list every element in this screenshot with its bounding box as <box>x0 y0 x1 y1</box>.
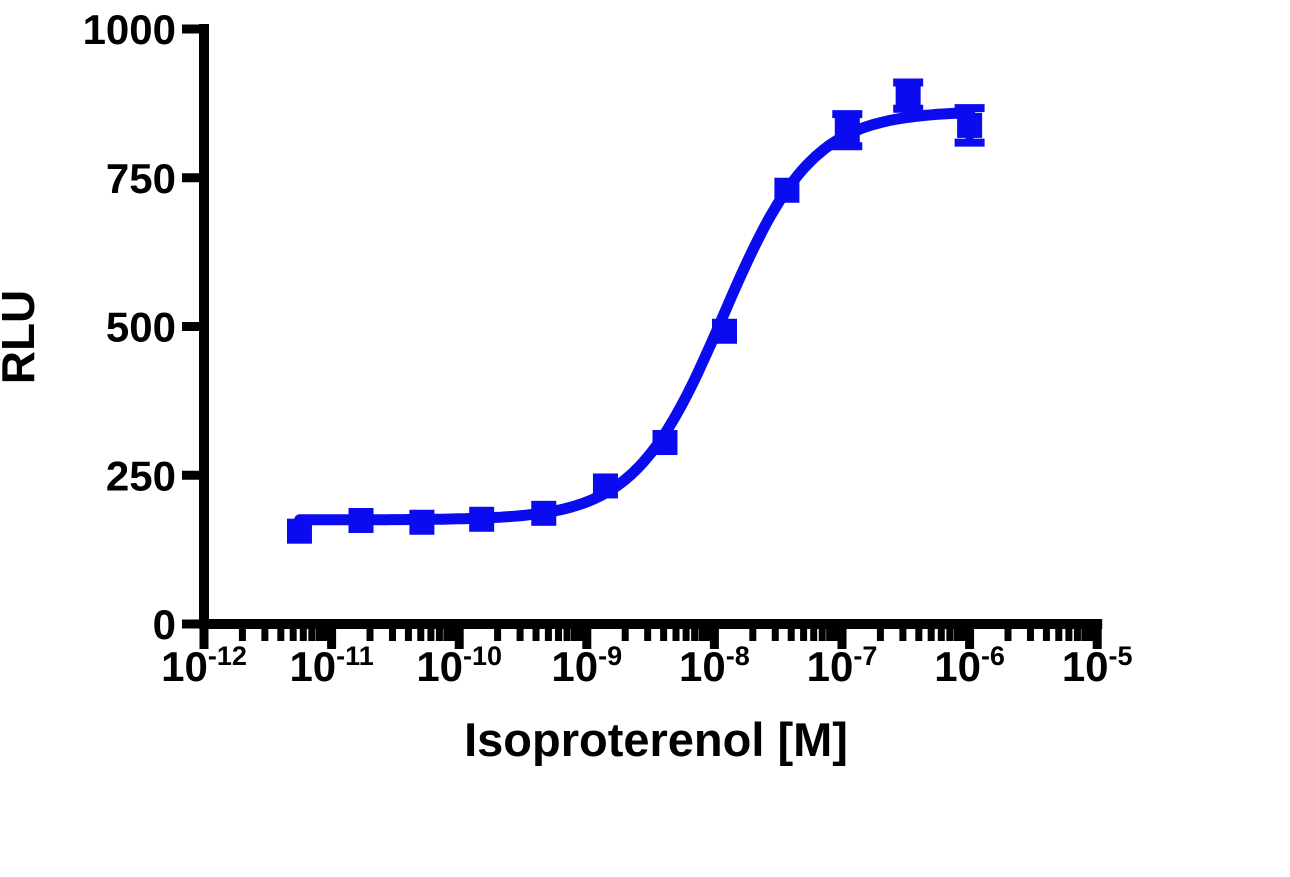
x-tick-label: 10-6 <box>934 641 1005 690</box>
x-tick-label: 10-9 <box>551 641 622 690</box>
y-tick-label: 750 <box>106 155 176 202</box>
data-point-marker <box>957 112 983 138</box>
x-tick-label: 10-5 <box>1062 641 1133 690</box>
fit-curve-group <box>294 107 976 526</box>
data-point-marker <box>409 509 435 535</box>
data-point-marker <box>286 518 312 544</box>
data-point-marker <box>834 117 860 143</box>
y-axis-title: RLU <box>0 290 44 385</box>
data-point-marker <box>774 177 800 203</box>
y-tick-label: 0 <box>153 601 176 648</box>
y-tick-label: 250 <box>106 452 176 499</box>
data-point-marker <box>652 430 678 456</box>
data-point-marker <box>895 83 921 109</box>
data-point-marker <box>531 500 557 526</box>
x-axis-title: Isoproterenol [M] <box>464 713 848 766</box>
y-axis-ticks: 0 250 500 750 1000 <box>83 6 205 648</box>
data-point-marker <box>712 318 738 344</box>
x-axis-ticks: 10-12 10-11 10-10 10-9 10-8 10-7 10-6 10-5 <box>161 624 1133 690</box>
fit-curve <box>294 107 976 526</box>
y-tick-label: 1000 <box>83 6 176 53</box>
x-tick-label: 10-7 <box>807 641 878 690</box>
data-point-marker <box>348 507 374 533</box>
x-tick-label: 10-10 <box>416 641 502 690</box>
data-point-marker <box>592 473 618 499</box>
data-point-marker <box>469 506 495 532</box>
x-tick-label: 10-11 <box>289 641 373 690</box>
data-point-markers <box>286 83 983 544</box>
y-tick-label: 500 <box>106 304 176 351</box>
x-tick-label: 10-12 <box>161 641 247 690</box>
x-tick-label: 10-8 <box>679 641 750 690</box>
